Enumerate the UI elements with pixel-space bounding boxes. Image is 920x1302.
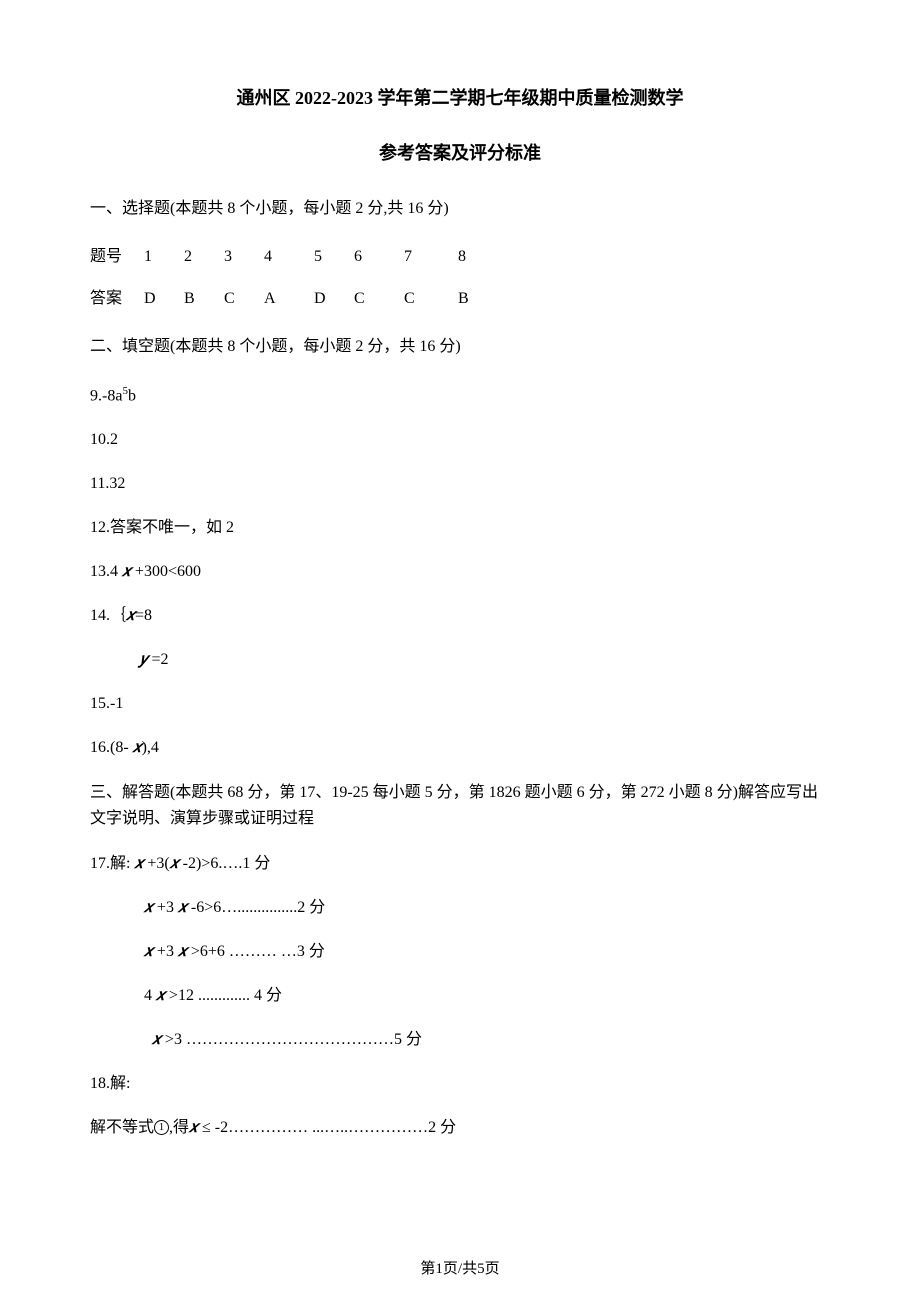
section3-header: 三、解答题(本题共 68 分，第 17、19-25 每小题 5 分，第 1826…	[90, 780, 830, 831]
table-row: 题号 1 2 3 4 5 6 7 8	[90, 245, 498, 269]
q11: 11.32	[90, 472, 830, 496]
table-row: 答案 D B C A D C C B	[90, 287, 498, 311]
table-cell: B	[458, 287, 498, 311]
var-x: 𝑥	[156, 987, 165, 1004]
q17-line5: 𝑥 >3 …………………………………5 分	[152, 1028, 830, 1052]
var-x: 𝑥	[122, 563, 131, 580]
var-x: 𝑥	[126, 607, 135, 624]
q9: 9.-8a5b	[90, 383, 830, 408]
q16-suffix: ),4	[142, 739, 159, 756]
var-x: 𝑥	[144, 943, 153, 960]
table-cell: C	[224, 287, 264, 311]
q18-label: 18.解:	[90, 1072, 830, 1096]
table-cell: 6	[354, 245, 404, 269]
var-x: 𝑥	[178, 899, 187, 916]
q16: 16.(8- 𝑥),4	[90, 736, 830, 760]
q14-prefix: 14.｛	[90, 607, 126, 624]
section2-header: 二、填空题(本题共 8 个小题，每小题 2 分，共 16 分)	[90, 335, 830, 359]
q17-line1: 17.解: 𝑥 +3(𝑥 -2)>6.….1 分	[90, 852, 830, 876]
var-x: 𝑥	[189, 1119, 198, 1136]
q17-line2: 𝑥 +3 𝑥 -6>6…...............2 分	[144, 896, 830, 920]
q9-prefix: 9.-8a	[90, 387, 122, 404]
q17-l2b: -6>6…...............2 分	[187, 899, 325, 916]
table-cell: 1	[144, 245, 184, 269]
table-cell: D	[144, 287, 184, 311]
var-x: 𝑥	[152, 1031, 161, 1048]
mc-table: 题号 1 2 3 4 5 6 7 8 答案 D B C A D C C B	[90, 245, 498, 335]
var-x: 𝑥	[178, 943, 187, 960]
table-cell: A	[264, 287, 314, 311]
q13-suffix: +300<600	[131, 563, 201, 580]
table-cell: C	[404, 287, 458, 311]
table-cell: B	[184, 287, 224, 311]
q17-l2a: +3	[153, 899, 178, 916]
table-cell: 2	[184, 245, 224, 269]
q17-l3a: +3	[153, 943, 178, 960]
table-cell: 5	[314, 245, 354, 269]
q16-prefix: 16.(8-	[90, 739, 133, 756]
q17-line3: 𝑥 +3 𝑥 >6+6 ……… …3 分	[144, 940, 830, 964]
table-cell: 7	[404, 245, 458, 269]
circled-one-icon: 1	[154, 1120, 169, 1135]
table-cell: 8	[458, 245, 498, 269]
q17-l1a: +3(	[143, 855, 169, 872]
q13: 13.4 𝑥 +300<600	[90, 560, 830, 584]
table-cell: 3	[224, 245, 264, 269]
var-x: 𝑥	[144, 899, 153, 916]
page-subtitle: 参考答案及评分标准	[90, 140, 830, 167]
q17-l3b: >6+6 ……… …3 分	[187, 943, 325, 960]
page-title: 通州区 2022-2023 学年第二学期七年级期中质量检测数学	[90, 85, 830, 112]
q18-lc: ≤ -2…………… ...…..……………2 分	[198, 1119, 456, 1136]
q12: 12.答案不唯一，如 2	[90, 516, 830, 540]
q17-line4: 4 𝑥 >12 ............. 4 分	[144, 984, 830, 1008]
q14-line1: 14.｛𝑥=8	[90, 604, 830, 628]
section1-header: 一、选择题(本题共 8 个小题，每小题 2 分,共 16 分)	[90, 197, 830, 221]
var-x: 𝑥	[133, 739, 142, 756]
q18-lb: ,得	[169, 1119, 189, 1136]
q17-l1b: -2)>6.….1 分	[179, 855, 271, 872]
var-x: 𝑥	[170, 855, 179, 872]
q14-eq2: =2	[147, 651, 168, 668]
table-cell: D	[314, 287, 354, 311]
q14-line2: 𝑦 =2	[140, 648, 830, 672]
q9-suffix: b	[128, 387, 136, 404]
q17-l4b: >12 ............. 4 分	[165, 987, 282, 1004]
page-footer: 第1页/共5页	[0, 1258, 920, 1281]
q15: 15.-1	[90, 692, 830, 716]
table-label: 题号	[90, 245, 144, 269]
q17-l5b: >3 …………………………………5 分	[161, 1031, 422, 1048]
q18-line: 解不等式1,得𝑥 ≤ -2…………… ...…..……………2 分	[90, 1116, 830, 1140]
table-cell: C	[354, 287, 404, 311]
q10: 10.2	[90, 428, 830, 452]
q14-eq1: =8	[135, 607, 152, 624]
q17-l4a: 4	[144, 987, 156, 1004]
q18-la: 解不等式	[90, 1119, 154, 1136]
q17-label: 17.解:	[90, 855, 134, 872]
table-label: 答案	[90, 287, 144, 311]
q13-prefix: 13.4	[90, 563, 122, 580]
table-cell: 4	[264, 245, 314, 269]
